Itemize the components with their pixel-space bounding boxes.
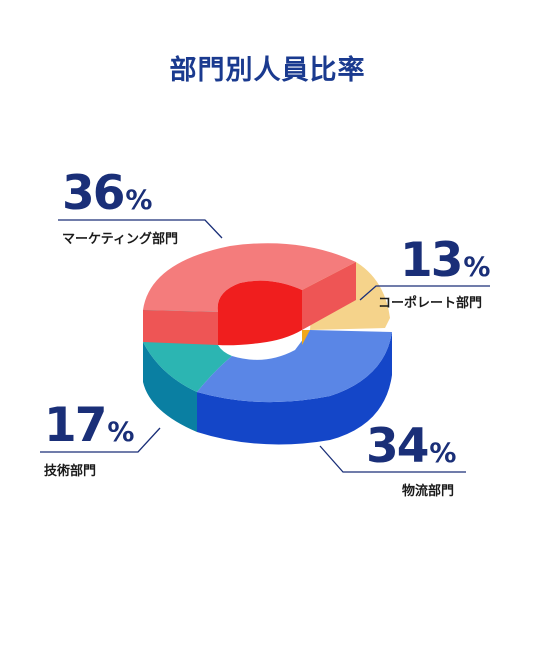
pct-tech-sign: % [107,417,135,448]
leader-line-marketing [58,219,223,239]
pct-marketing-value: 36 [62,166,125,221]
pct-logistics-sign: % [429,438,457,469]
label-logistics: 物流部門 [402,484,455,499]
pct-logistics: 34% [366,423,456,470]
chart-title: 部門別人員比率 [169,55,366,86]
slice-inner-marketing [217,280,302,346]
slice-inner-corporate [302,330,310,345]
label-tech: 技術部門 [44,464,97,479]
pct-corporate-value: 13 [400,233,463,288]
pct-marketing-sign: % [125,185,153,216]
pct-marketing: 36% [62,170,152,217]
pct-corporate-sign: % [463,252,491,283]
pct-tech-value: 17 [44,398,107,453]
leader-line-corporate [359,285,490,301]
slice-side-logistics [197,332,392,445]
pct-logistics-value: 34 [366,419,429,474]
label-corporate: コーポレート部門 [378,296,483,311]
leader-line-tech [40,427,161,453]
label-marketing: マーケティング部門 [62,232,178,247]
slice-side-marketing-left [143,310,218,345]
pct-tech: 17% [44,402,134,449]
slice-top-marketing [143,243,356,312]
slice-top-logistics [197,330,392,403]
slice-side-marketing-right [302,262,356,330]
slice-side-tech [143,342,197,432]
pct-corporate: 13% [400,237,490,284]
leader-line-logistics [319,445,466,473]
